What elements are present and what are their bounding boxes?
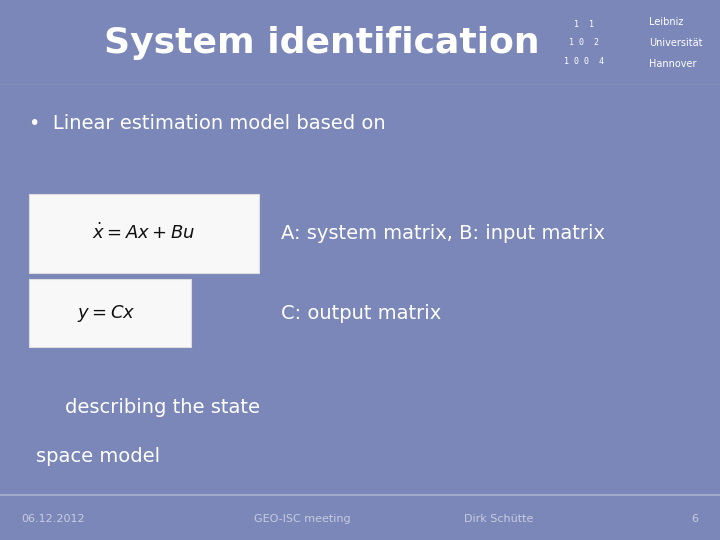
- Text: Universität: Universität: [649, 38, 703, 48]
- Text: System identification: System identification: [104, 26, 540, 59]
- Text: A: system matrix, B: input matrix: A: system matrix, B: input matrix: [281, 224, 605, 243]
- Text: Hannover: Hannover: [649, 58, 697, 69]
- Text: $\dot{x} = Ax + Bu$: $\dot{x} = Ax + Bu$: [92, 223, 196, 244]
- Text: C: output matrix: C: output matrix: [281, 303, 441, 322]
- Text: describing the state: describing the state: [65, 398, 260, 417]
- FancyBboxPatch shape: [29, 280, 191, 347]
- Text: space model: space model: [36, 447, 160, 466]
- Text: 06.12.2012: 06.12.2012: [22, 514, 85, 524]
- Text: Leibniz: Leibniz: [649, 17, 684, 27]
- Text: •  Linear estimation model based on: • Linear estimation model based on: [29, 114, 385, 133]
- Text: 6: 6: [691, 514, 698, 524]
- Text: 1 0  2: 1 0 2: [570, 38, 599, 47]
- Text: GEO-ISC meeting: GEO-ISC meeting: [254, 514, 351, 524]
- Text: $y = Cx$: $y = Cx$: [77, 302, 136, 323]
- Text: 1 0 0  4: 1 0 0 4: [564, 57, 604, 66]
- FancyBboxPatch shape: [29, 194, 259, 273]
- Text: 1  1: 1 1: [575, 19, 594, 29]
- Text: Dirk Schütte: Dirk Schütte: [464, 514, 534, 524]
